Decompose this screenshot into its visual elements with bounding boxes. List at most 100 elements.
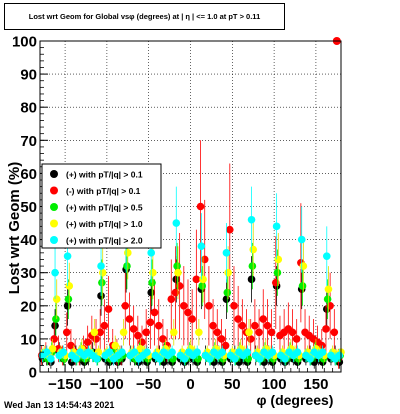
- data-point: [246, 335, 255, 343]
- data-point: [180, 354, 189, 363]
- x-tick-label: 100: [262, 376, 287, 393]
- data-point: [225, 225, 234, 234]
- data-point: [249, 245, 258, 254]
- data-point: [238, 321, 247, 330]
- legend-marker: [50, 203, 58, 211]
- data-point: [48, 345, 57, 353]
- legend-label: (+) with pT/|q| > 1.0: [66, 219, 143, 229]
- data-point: [134, 331, 142, 340]
- data-point: [306, 354, 314, 363]
- data-point: [42, 348, 51, 356]
- data-point: [259, 315, 268, 323]
- data-point: [248, 262, 257, 270]
- data-point: [62, 328, 71, 337]
- data-point: [198, 282, 207, 290]
- data-point: [335, 351, 344, 360]
- y-tick-label: 40: [20, 232, 37, 249]
- y-tick-label: 100: [12, 34, 37, 51]
- data-point: [150, 308, 159, 317]
- data-point: [59, 348, 68, 356]
- data-point: [47, 354, 55, 363]
- data-point: [149, 268, 157, 277]
- data-point: [281, 354, 289, 363]
- data-point: [125, 315, 134, 323]
- data-point: [251, 321, 259, 330]
- data-point: [224, 268, 232, 277]
- x-tick-label: 150: [303, 376, 328, 393]
- data-point: [171, 288, 180, 297]
- data-point: [155, 354, 164, 363]
- data-point: [221, 341, 230, 350]
- data-point: [223, 288, 232, 297]
- y-tick-label: 30: [20, 265, 37, 282]
- data-point: [184, 308, 192, 317]
- data-point: [193, 348, 201, 356]
- data-point: [213, 328, 222, 337]
- y-tick-label: 20: [20, 298, 37, 315]
- data-point: [247, 215, 256, 224]
- data-point: [105, 348, 114, 356]
- title-box: Lost wrt Geom for Global vsφ (degrees) a…: [4, 3, 285, 30]
- data-point: [63, 302, 72, 310]
- data-point: [222, 295, 231, 303]
- data-point: [297, 235, 306, 244]
- data-point: [118, 348, 126, 356]
- data-point: [147, 288, 156, 297]
- x-tick-label: −150: [48, 376, 82, 393]
- data-point: [197, 242, 206, 251]
- y-tick-label: 50: [20, 199, 37, 216]
- data-point: [142, 328, 150, 337]
- x-tick-label: −100: [90, 376, 124, 393]
- data-point: [98, 278, 106, 287]
- data-point: [93, 354, 101, 363]
- data-point: [119, 328, 128, 337]
- data-point: [111, 341, 120, 350]
- data-point: [263, 321, 272, 330]
- data-point: [154, 321, 163, 330]
- data-point: [299, 262, 308, 270]
- data-point: [288, 328, 297, 337]
- data-point: [129, 325, 138, 333]
- data-point: [243, 348, 252, 356]
- data-point: [51, 321, 59, 330]
- y-tick-label: 60: [20, 166, 37, 183]
- data-point: [292, 335, 301, 343]
- data-point: [273, 268, 282, 277]
- data-point: [205, 302, 213, 310]
- data-point: [172, 275, 181, 284]
- data-point: [146, 318, 155, 327]
- legend-marker: [50, 170, 58, 178]
- data-point: [173, 262, 181, 270]
- axis-ticks: −150 −100 −50 0 50 100 150 0 10 20 30 40 50 60 70 80 90 1…: [12, 34, 342, 393]
- data-point: [52, 315, 60, 323]
- y-tick-label: 10: [20, 331, 37, 348]
- series-4: [38, 186, 344, 366]
- y-tick-label: 90: [20, 67, 37, 84]
- data-point: [121, 302, 130, 310]
- data-point: [90, 328, 99, 337]
- legend-box: [41, 163, 162, 249]
- data-point: [97, 262, 105, 270]
- data-point: [231, 354, 239, 363]
- data-point: [234, 315, 242, 323]
- data-point: [148, 278, 156, 287]
- data-point: [195, 328, 203, 337]
- data-point: [298, 282, 307, 290]
- data-point: [293, 348, 302, 356]
- data-point: [169, 328, 178, 337]
- legend-marker: [50, 236, 58, 244]
- data-point: [322, 325, 330, 333]
- y-tick-label: 80: [20, 100, 37, 117]
- data-point: [130, 348, 139, 356]
- data-point: [218, 348, 227, 356]
- data-point: [324, 285, 333, 294]
- data-point: [167, 295, 176, 303]
- legend-label: (+) with pT/|q| > 0.5: [66, 203, 143, 213]
- data-point: [256, 354, 264, 363]
- data-point: [96, 328, 104, 337]
- data-point: [205, 354, 214, 363]
- data-point: [267, 328, 276, 337]
- x-tick-label: 50: [224, 376, 241, 393]
- series-layer: [37, 37, 345, 369]
